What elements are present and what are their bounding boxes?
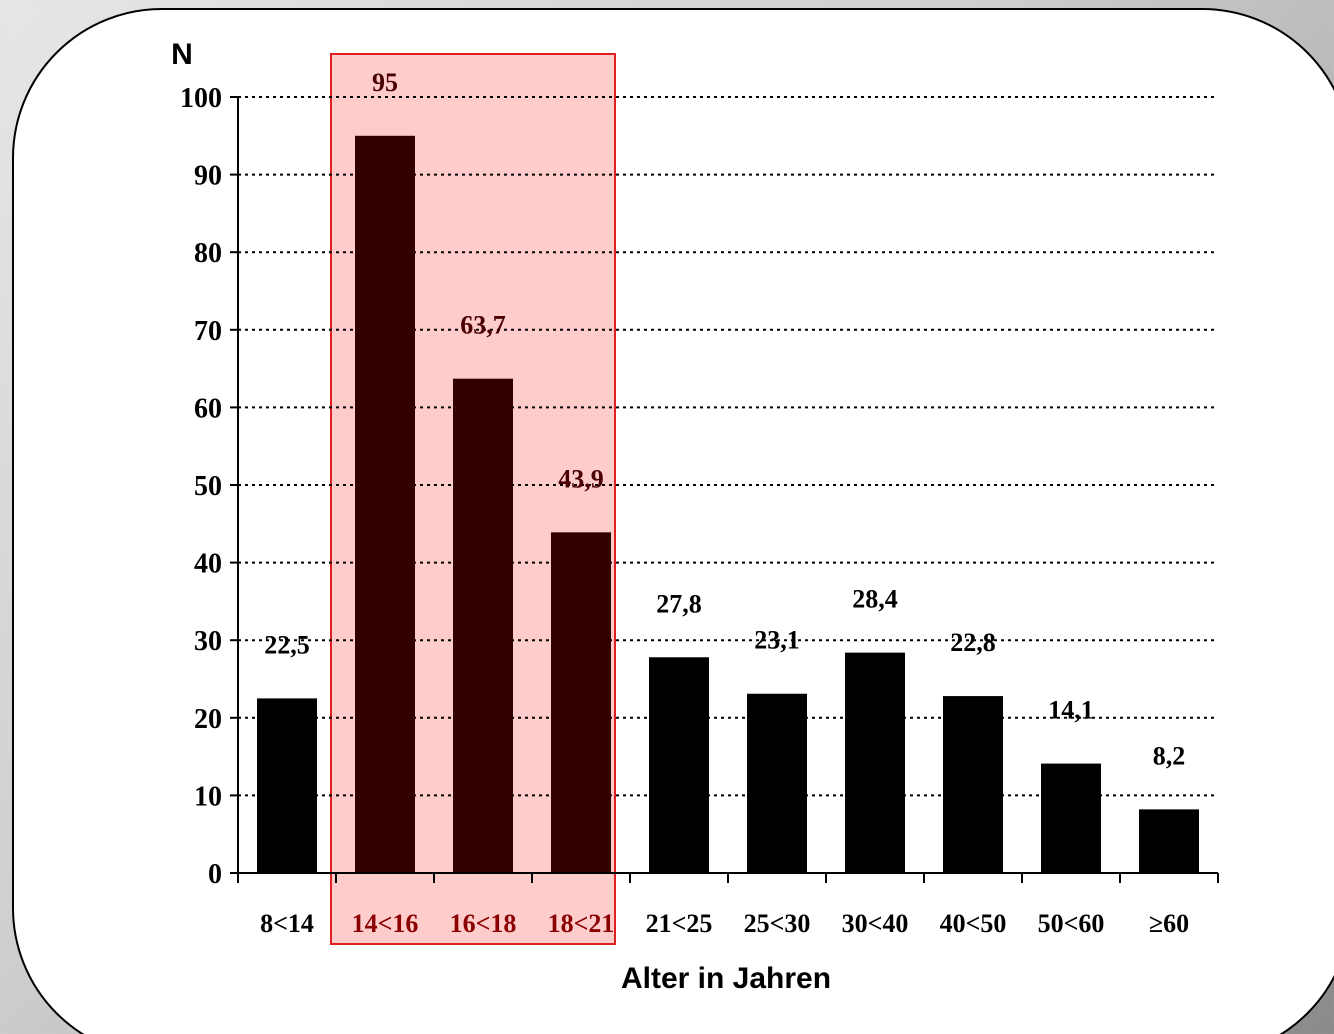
x-tick-label: 14<16: [352, 909, 419, 938]
data-label: 8,2: [1153, 741, 1186, 770]
data-label: 28,4: [852, 585, 898, 614]
bar: [943, 696, 1003, 873]
x-tick-label: 8<14: [260, 909, 314, 938]
data-label: 43,9: [558, 464, 604, 493]
y-tick-label: 40: [194, 549, 222, 580]
y-tick-label: 100: [180, 83, 222, 114]
y-axis-title: N: [171, 38, 193, 71]
y-tick-label: 30: [194, 626, 222, 657]
data-label: 23,1: [754, 626, 800, 655]
y-tick-label: 0: [208, 859, 222, 890]
data-label: 95: [372, 68, 398, 97]
x-tick-label: 25<30: [744, 909, 811, 938]
bar: [1139, 809, 1199, 873]
y-tick-label: 80: [194, 238, 222, 269]
x-tick-label: 40<50: [940, 909, 1007, 938]
bar: [453, 378, 513, 873]
y-tick-label: 90: [194, 161, 222, 192]
data-label: 22,5: [264, 630, 310, 659]
bar: [355, 135, 415, 874]
bar: [845, 652, 905, 873]
x-tick-label: 16<18: [450, 909, 517, 938]
bar: [551, 532, 611, 873]
y-tick-label: 60: [194, 393, 222, 424]
x-tick-label: 18<21: [548, 909, 615, 938]
bar: [649, 657, 709, 873]
bar: [747, 693, 807, 873]
y-tick-label: 10: [194, 781, 222, 812]
x-tick-label: 21<25: [646, 909, 713, 938]
data-label: 27,8: [656, 589, 702, 618]
y-tick-label: 20: [194, 704, 222, 735]
data-label: 22,8: [950, 628, 996, 657]
data-label: 14,1: [1048, 696, 1094, 725]
x-axis-title: Alter in Jahren: [621, 962, 831, 995]
x-tick-label: 50<60: [1038, 909, 1105, 938]
data-label: 63,7: [460, 311, 506, 340]
y-tick-label: 70: [194, 316, 222, 347]
bar: [257, 698, 317, 873]
x-tick-label: ≥60: [1149, 909, 1189, 938]
y-tick-label: 50: [194, 471, 222, 502]
x-tick-label: 30<40: [842, 909, 909, 938]
bar: [1041, 763, 1101, 873]
